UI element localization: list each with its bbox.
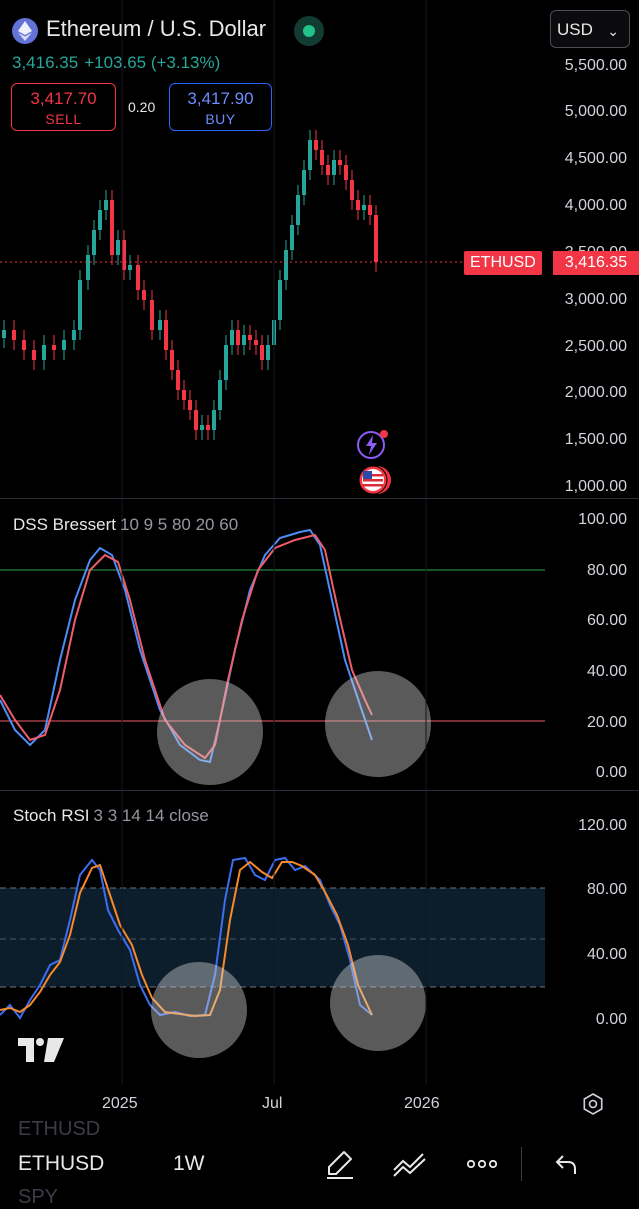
price-axis-label: 3,000.00 bbox=[564, 291, 627, 308]
price-axis-label: 5,000.00 bbox=[564, 103, 627, 120]
dss-k-line bbox=[0, 528, 373, 764]
symbol-picker[interactable]: ETHUSD bbox=[18, 1152, 105, 1175]
more-dots-icon[interactable] bbox=[466, 1148, 498, 1180]
stoch-params: 3 3 14 14 close bbox=[93, 806, 209, 825]
trend-lines-icon[interactable] bbox=[391, 1148, 429, 1180]
stoch-name: Stoch RSI bbox=[13, 806, 90, 825]
currency-select[interactable]: USD ⌄ bbox=[550, 10, 630, 48]
sell-price: 3,417.70 bbox=[30, 89, 97, 108]
stoch-axis-label: 120.00 bbox=[578, 817, 627, 834]
pane-separator[interactable] bbox=[0, 790, 639, 791]
dss-axis-label: 80.00 bbox=[586, 562, 627, 579]
bottom-toolbar bbox=[0, 1120, 639, 1199]
stoch-indicator-title[interactable]: Stoch RSI 3 3 14 14 close bbox=[13, 806, 209, 826]
last-price-ticker-badge: ETHUSD bbox=[464, 251, 542, 275]
highlight-circle bbox=[325, 671, 431, 777]
sell-label: SELL bbox=[45, 111, 82, 127]
price-axis-label: 4,000.00 bbox=[564, 197, 627, 214]
dss-axis-label: 20.00 bbox=[586, 714, 627, 731]
settings-icon[interactable] bbox=[581, 1092, 605, 1116]
time-axis-label: 2026 bbox=[404, 1095, 440, 1112]
price-change: +103.65 (+3.13%) bbox=[84, 53, 221, 72]
ideas-event-icon[interactable] bbox=[354, 428, 390, 460]
dss-axis-label: 60.00 bbox=[586, 612, 627, 629]
highlight-circle bbox=[157, 679, 263, 785]
interval-selector[interactable]: 1W bbox=[173, 1152, 205, 1175]
spread-value: 0.20 bbox=[128, 99, 156, 115]
dss-name: DSS Bressert bbox=[13, 515, 116, 534]
price-axis-label: 2,000.00 bbox=[564, 384, 627, 401]
stoch-band bbox=[0, 888, 545, 987]
price-axis-label: 1,500.00 bbox=[564, 431, 627, 448]
symbol-title[interactable]: Ethereum / U.S. Dollar bbox=[46, 16, 267, 41]
last-price: 3,416.35 bbox=[12, 53, 79, 72]
dss-params: 10 9 5 80 20 60 bbox=[119, 515, 239, 534]
symbol-picker-next[interactable]: SPY bbox=[18, 1186, 59, 1208]
toolbar-divider bbox=[521, 1147, 522, 1181]
price-quote: 3,416.35 +103.65 (+3.13%) bbox=[12, 53, 220, 73]
ethereum-logo-icon bbox=[12, 18, 38, 44]
stoch-axis-label: 40.00 bbox=[586, 946, 627, 963]
buy-price: 3,417.90 bbox=[187, 89, 254, 108]
price-axis-label: 1,000.00 bbox=[564, 478, 627, 495]
price-axis-label: 5,500.00 bbox=[564, 57, 627, 74]
price-axis-label: 4,500.00 bbox=[564, 150, 627, 167]
stoch-d-line bbox=[0, 860, 373, 1018]
price-axis-label: 2,500.00 bbox=[564, 338, 627, 355]
time-axis-label: 2025 bbox=[102, 1095, 138, 1112]
buy-button[interactable]: 3,417.90 BUY bbox=[169, 83, 272, 131]
currency-value: USD bbox=[557, 20, 593, 39]
highlight-circle bbox=[151, 962, 247, 1058]
pencil-icon[interactable] bbox=[325, 1148, 355, 1180]
stoch-axis-label: 0.00 bbox=[595, 1011, 627, 1028]
undo-icon[interactable] bbox=[553, 1148, 579, 1180]
dss-d-line bbox=[0, 533, 373, 760]
dss-axis-label: 0.00 bbox=[595, 764, 627, 781]
dss-axis-label: 100.00 bbox=[578, 511, 627, 528]
tradingview-logo-icon bbox=[18, 1038, 64, 1062]
dss-indicator-title[interactable]: DSS Bressert 10 9 5 80 20 60 bbox=[13, 515, 238, 535]
highlight-circle bbox=[330, 955, 426, 1051]
chart-canvas[interactable] bbox=[0, 0, 639, 1090]
candlestick-series bbox=[2, 130, 378, 440]
last-price-badge: 3,416.35 bbox=[553, 251, 639, 275]
us-flag-event-icon[interactable] bbox=[357, 464, 395, 496]
symbol-picker-prev[interactable]: ETHUSD bbox=[18, 1118, 101, 1140]
dss-axis-label: 40.00 bbox=[586, 663, 627, 680]
chevron-down-icon: ⌄ bbox=[607, 23, 619, 39]
pane-separator[interactable] bbox=[0, 498, 639, 499]
stoch-axis-label: 80.00 bbox=[586, 881, 627, 898]
time-axis-label: Jul bbox=[262, 1095, 283, 1112]
sell-button[interactable]: 3,417.70 SELL bbox=[11, 83, 116, 131]
buy-label: BUY bbox=[205, 111, 236, 127]
market-status-icon[interactable] bbox=[294, 16, 324, 46]
